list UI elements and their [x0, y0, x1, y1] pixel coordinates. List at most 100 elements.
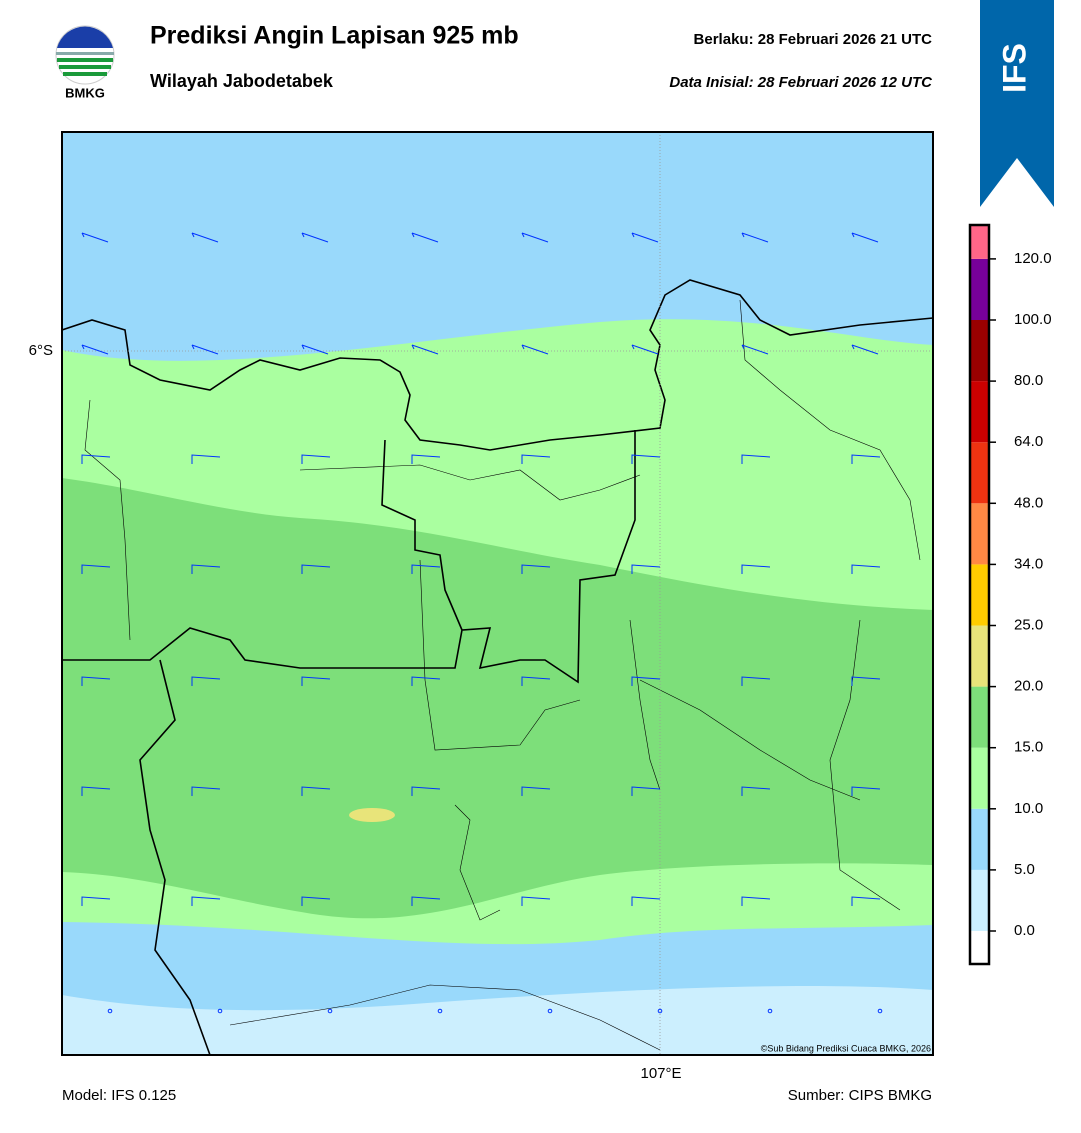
wind-barb [521, 896, 551, 906]
wind-barb [81, 896, 111, 906]
wind-barb [81, 564, 111, 574]
subtitle: Wilayah Jabodetabek [150, 71, 334, 91]
map-frame [61, 131, 934, 1056]
wind-barb [191, 676, 221, 686]
model: Model: IFS 0.125 [62, 1087, 176, 1104]
wind-barb [741, 564, 771, 574]
colorbar-segment [970, 503, 989, 565]
map [62, 132, 933, 1055]
colorbar-segment [970, 320, 989, 382]
wind-barb [851, 676, 881, 686]
wind-barb [741, 676, 771, 686]
wind-barb [411, 676, 441, 686]
wind-calm [877, 1008, 883, 1014]
colorbar-segment [970, 381, 989, 443]
colorbar-segment [970, 258, 989, 320]
colorbar-segment [970, 808, 989, 870]
colorbar-label: 15.0 [1014, 739, 1043, 756]
wind-barb [631, 676, 661, 686]
wind-barb [191, 896, 221, 906]
colorbar-segment [970, 564, 989, 626]
colorbar-label: 80.0 [1014, 372, 1043, 389]
wind-barb [741, 896, 771, 906]
wind-barb [301, 786, 331, 796]
colorbar-frame [968, 223, 991, 966]
wind-barb [191, 786, 221, 796]
wind-barb [521, 454, 551, 464]
lon-label: 107°E [640, 1065, 681, 1082]
wind-barb [851, 786, 881, 796]
copyright: ©Sub Bidang Prediksi Cuaca BMKG, 2026 [761, 1043, 931, 1053]
wind-barb [411, 564, 441, 574]
wind-barb [631, 454, 661, 464]
logo: BMKG [55, 25, 115, 100]
wind-barb [741, 454, 771, 464]
wind-barb [81, 786, 111, 796]
wind-barb [521, 344, 549, 355]
colorbar-label: 25.0 [1014, 616, 1043, 633]
wind-barb [521, 786, 551, 796]
wind-barb [191, 564, 221, 574]
wind-barb [301, 896, 331, 906]
colorbar-label: 120.0 [1014, 250, 1052, 267]
colorbar-label: 100.0 [1014, 311, 1052, 328]
colorbar-segment [970, 931, 989, 964]
colorbar-segment [970, 869, 989, 931]
wind-calm [657, 1008, 663, 1014]
wind-barb [411, 896, 441, 906]
badge [980, 0, 1054, 207]
wind-barb [631, 564, 661, 574]
wind-calm [107, 1008, 113, 1014]
badge-text: IFS [996, 43, 1032, 93]
wind-barb [301, 676, 331, 686]
wind-barb [411, 454, 441, 464]
wind-barb [81, 232, 109, 243]
title: Prediksi Angin Lapisan 925 mb [150, 22, 519, 50]
wind-barb [191, 454, 221, 464]
colorbar-label: 48.0 [1014, 494, 1043, 511]
colorbar-segment [970, 442, 989, 504]
wind-barb [851, 232, 879, 243]
colorbar-label: 10.0 [1014, 800, 1043, 817]
wind-barb [191, 344, 219, 355]
colorbar: 0.0 5.0 10.0 15.0 20.0 25.0 34.0 48.0 64.0 80.0 10… [970, 225, 1052, 964]
wind-barb [521, 676, 551, 686]
lat-label: 6°S [29, 342, 53, 359]
wind-barb [631, 232, 659, 243]
valid-time: Berlaku: 28 Februari 2026 21 UTC [694, 31, 933, 48]
colorbar-label: 64.0 [1014, 433, 1043, 450]
wind-barb [521, 232, 549, 243]
wind-barb [81, 344, 109, 355]
wind-barb [741, 232, 769, 243]
logo-text: BMKG [65, 85, 105, 100]
wind-barb [81, 454, 111, 464]
wind-barb [851, 454, 881, 464]
wind-barb [301, 564, 331, 574]
wind-barb [631, 896, 661, 906]
wind-barb [851, 896, 881, 906]
wind-calm [437, 1008, 443, 1014]
colorbar-label: 20.0 [1014, 678, 1043, 695]
wind-barb [411, 344, 439, 355]
wind-barb [411, 786, 441, 796]
wind-barb [851, 344, 879, 355]
wind-barb [81, 676, 111, 686]
source: Sumber: CIPS BMKG [788, 1087, 932, 1104]
wind-barb [851, 564, 881, 574]
colorbar-label: 0.0 [1014, 922, 1035, 939]
wind-barb [191, 232, 219, 243]
wind-calm [327, 1008, 333, 1014]
colorbar-segment [970, 625, 989, 687]
wind-calm [217, 1008, 223, 1014]
colorbar-segment [970, 225, 989, 259]
wind-barb [741, 786, 771, 796]
wind-barb [521, 564, 551, 574]
colorbar-label: 34.0 [1014, 555, 1043, 572]
colorbar-segment [970, 686, 989, 748]
wind-barb [631, 786, 661, 796]
init-time: Data Inisial: 28 Februari 2026 12 UTC [669, 74, 933, 91]
wind-barb [411, 232, 439, 243]
wind-calm [767, 1008, 773, 1014]
colorbar-segment [970, 747, 989, 809]
